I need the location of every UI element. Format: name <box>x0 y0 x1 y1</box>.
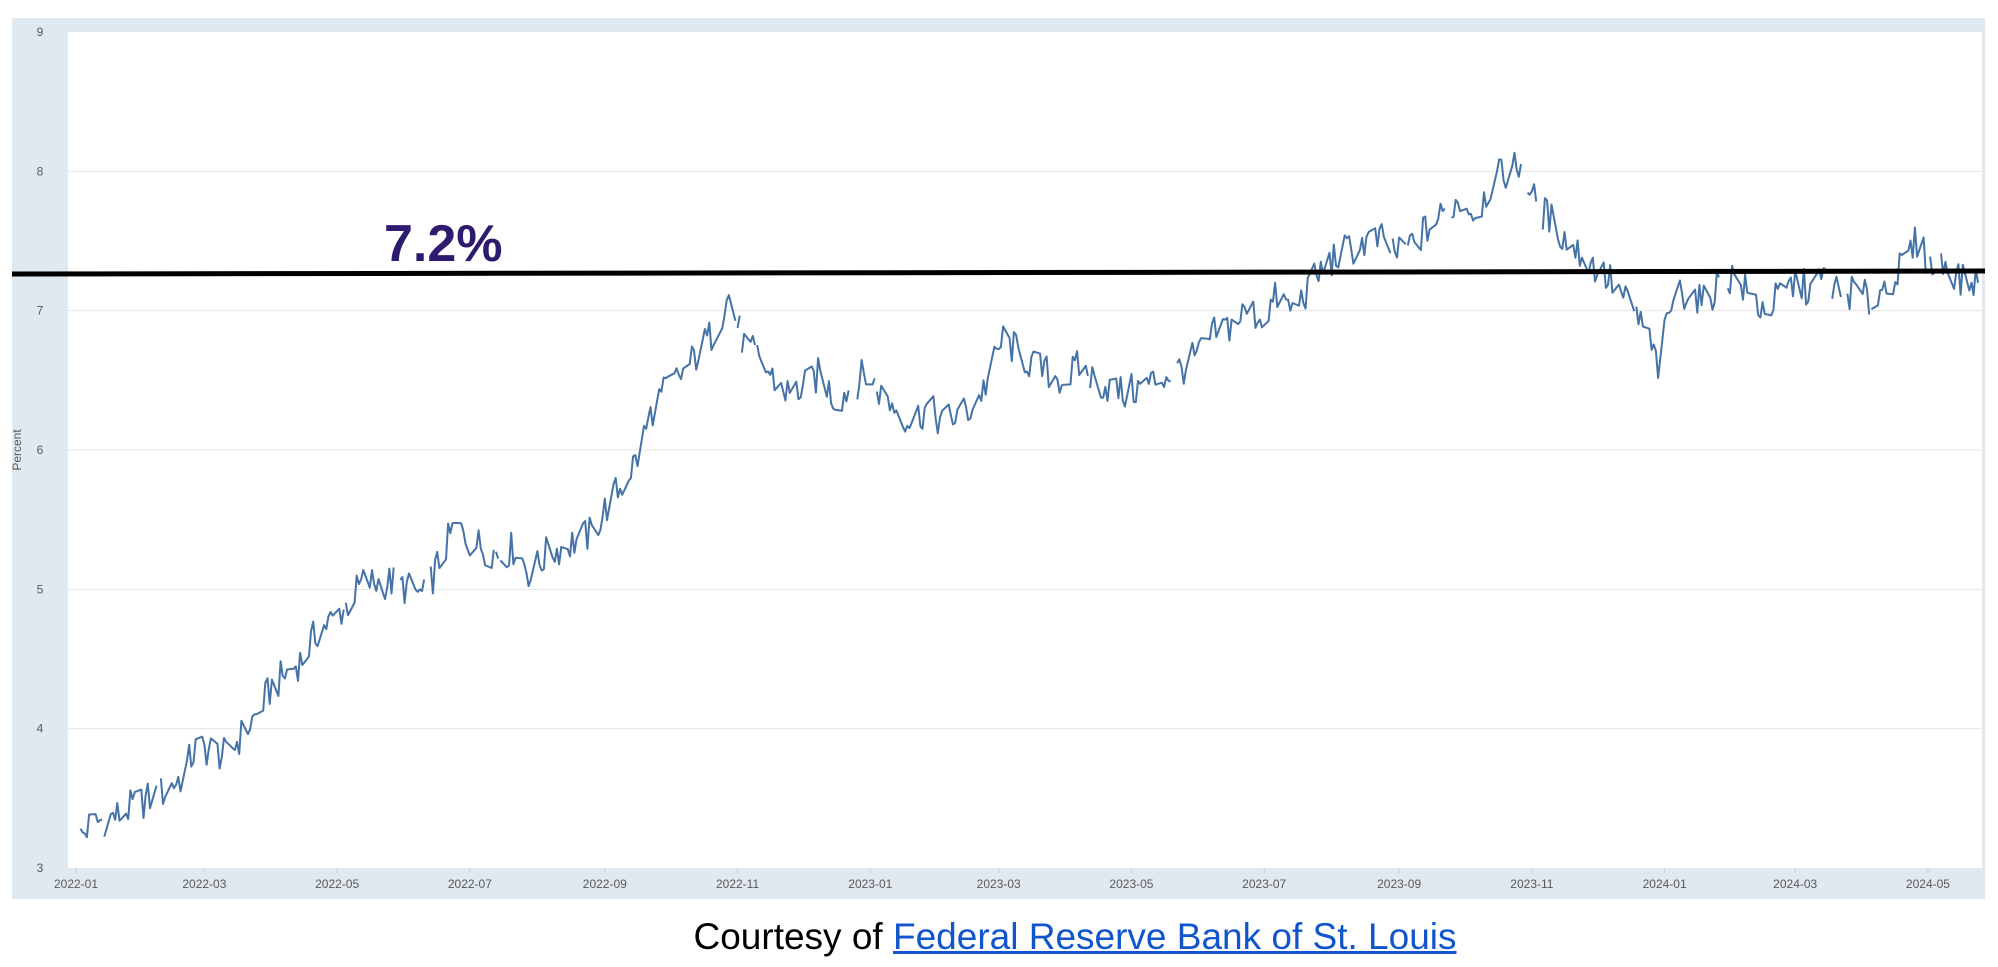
series-line-0 <box>79 151 1979 839</box>
x-tick-label: 2024-01 <box>1643 877 1687 891</box>
x-tick-label: 2022-09 <box>583 877 627 891</box>
y-tick-label: 5 <box>37 582 44 596</box>
x-tick-label: 2022-05 <box>315 877 359 891</box>
x-tick-label: 2023-01 <box>848 877 892 891</box>
x-tick-label: 2024-03 <box>1773 877 1817 891</box>
x-tick-label: 2023-09 <box>1377 877 1421 891</box>
x-axis-ticks: 2022-01 2022-03 2022-05 2022-07 2022-09 2022-… <box>54 868 1950 891</box>
x-tick-label: 2023-03 <box>977 877 1021 891</box>
x-tick-label: 2023-11 <box>1510 877 1553 891</box>
attribution-caption: Courtesy of Federal Reserve Bank of St. … <box>0 916 1998 958</box>
annotation-layer: 7.2% <box>12 215 1985 277</box>
y-tick-label: 8 <box>37 164 44 178</box>
source-link[interactable]: Federal Reserve Bank of St. Louis <box>892 916 1457 957</box>
y-tick-label: 9 <box>37 25 44 39</box>
y-axis-label: Percent <box>12 429 24 471</box>
x-tick-label: 2023-07 <box>1242 877 1286 891</box>
caption-prefix: Courtesy of <box>693 916 893 957</box>
x-tick-label: 2022-07 <box>448 877 492 891</box>
y-tick-label: 7 <box>37 304 44 318</box>
x-tick-label: 2023-05 <box>1109 877 1153 891</box>
series-layer <box>79 151 1979 839</box>
x-tick-label: 2022-11 <box>716 877 759 891</box>
x-tick-label: 2022-03 <box>182 877 226 891</box>
threshold-label: 7.2% <box>384 215 503 273</box>
x-tick-label: 2022-01 <box>54 877 98 891</box>
threshold-line <box>12 268 1985 277</box>
y-tick-label: 3 <box>37 861 44 875</box>
x-tick-label: 2024-05 <box>1906 877 1950 891</box>
y-axis-ticks: 3 4 5 6 7 8 9 <box>37 25 44 875</box>
y-tick-label: 4 <box>37 722 44 736</box>
y-tick-label: 6 <box>37 443 44 457</box>
